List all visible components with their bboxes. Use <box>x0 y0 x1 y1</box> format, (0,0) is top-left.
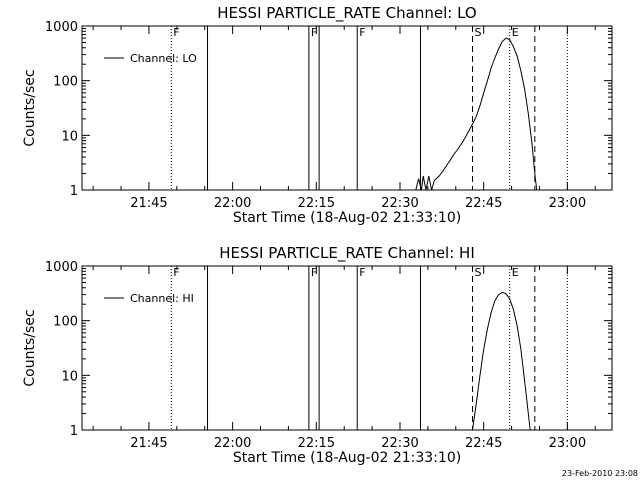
x-tick-label: 23:00 <box>549 436 586 451</box>
y-tick-label: 1000 <box>45 20 78 35</box>
event-marker-label: E <box>512 26 519 39</box>
x-tick-label: 22:15 <box>298 436 335 451</box>
event-marker-label: E <box>512 266 519 279</box>
footer-timestamp: 23-Feb-2010 23:08 <box>561 469 638 478</box>
event-marker-label: F <box>173 266 179 279</box>
chart-panel-lo: HESSI PARTICLE_RATE Channel: LO 1 10 100 100… <box>22 4 613 226</box>
legend-label: Channel: HI <box>130 292 194 305</box>
event-marker-label: S <box>475 266 482 279</box>
y-tick-label: 100 <box>53 315 78 330</box>
event-marker-label: F <box>311 266 317 279</box>
y-tick-label: 1 <box>70 184 78 199</box>
y-tick-label: 1 <box>70 424 78 439</box>
y-tick-label: 100 <box>53 75 78 90</box>
x-tick-label: 22:30 <box>381 196 418 211</box>
y-axis-label: Counts/sec <box>22 69 38 146</box>
legend-label: Channel: LO <box>130 52 197 65</box>
plot-frame <box>81 25 613 191</box>
x-tick-label: 22:00 <box>214 196 251 211</box>
plot-frame <box>81 265 613 431</box>
event-marker-label: F <box>359 266 365 279</box>
chart-title: HESSI PARTICLE_RATE Channel: LO <box>217 4 476 23</box>
x-tick-label: 22:45 <box>465 196 502 211</box>
x-axis-label: Start Time (18-Aug-02 21:33:10) <box>233 450 461 466</box>
event-marker-label: F <box>359 26 365 39</box>
series-line <box>415 37 538 191</box>
series-line <box>472 291 531 431</box>
x-tick-label: 22:00 <box>214 436 251 451</box>
y-axis-label: Counts/sec <box>22 309 38 386</box>
y-tick-label: 10 <box>61 369 78 384</box>
event-marker-label: S <box>475 26 482 39</box>
y-tick-label: 10 <box>61 129 78 144</box>
x-tick-label: 21:45 <box>130 436 167 451</box>
chart-title: HESSI PARTICLE_RATE Channel: HI <box>219 244 475 263</box>
x-tick-label: 21:45 <box>130 196 167 211</box>
x-axis-label: Start Time (18-Aug-02 21:33:10) <box>233 210 461 226</box>
x-tick-label: 22:15 <box>298 196 335 211</box>
event-marker-label: F <box>173 26 179 39</box>
x-tick-label: 22:45 <box>465 436 502 451</box>
chart-panel-hi: HESSI PARTICLE_RATE Channel: HI 1 10 100 100… <box>22 244 613 466</box>
x-tick-label: 23:00 <box>549 196 586 211</box>
event-marker-label: F <box>311 26 317 39</box>
x-tick-label: 22:30 <box>381 436 418 451</box>
y-tick-label: 1000 <box>45 260 78 275</box>
